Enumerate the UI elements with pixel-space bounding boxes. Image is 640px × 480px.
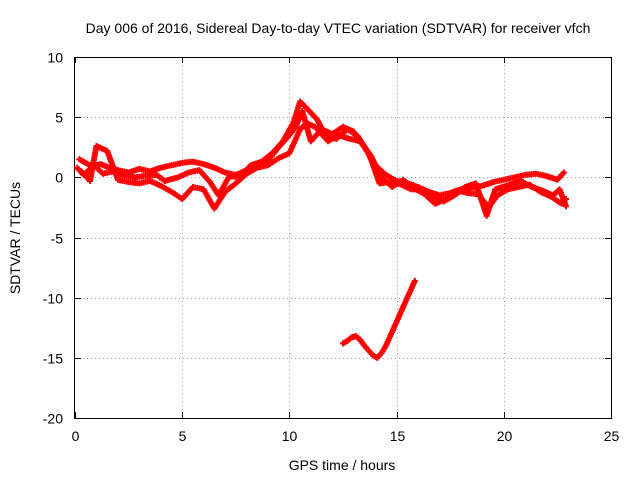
plot-area-border — [74, 57, 612, 419]
x-tick-label: 15 — [390, 428, 406, 444]
y-tick-label: 0 — [55, 170, 63, 186]
y-tick-label: 10 — [47, 50, 63, 66]
axis-ticks — [75, 57, 612, 419]
data-points — [74, 98, 569, 361]
series-3 — [74, 98, 569, 219]
data-point — [411, 277, 418, 284]
y-tick-label: -10 — [43, 291, 63, 307]
y-tick-label: -5 — [51, 231, 64, 247]
data-point — [560, 169, 567, 176]
x-tick-label: 0 — [72, 428, 80, 444]
grid-lines — [75, 57, 611, 418]
chart-title: Day 006 of 2016, Sidereal Day-to-day VTE… — [86, 20, 591, 36]
y-tick-label: -15 — [43, 351, 63, 367]
x-tick-label: 20 — [497, 428, 513, 444]
tick-labels: 0 5 10 15 20 25 -20 -15 -10 -5 0 5 10 — [43, 50, 620, 445]
x-axis-label: GPS time / hours — [289, 457, 396, 473]
x-tick-label: 10 — [282, 428, 298, 444]
x-tick-label: 5 — [179, 428, 187, 444]
data-point — [562, 203, 569, 210]
y-tick-label: -20 — [43, 411, 63, 427]
series-4 — [340, 277, 418, 361]
y-tick-label: 5 — [55, 110, 63, 126]
series-1 — [76, 108, 567, 199]
x-tick-label: 25 — [604, 428, 620, 444]
y-axis-label: SDTVAR / TECUs — [7, 182, 23, 294]
